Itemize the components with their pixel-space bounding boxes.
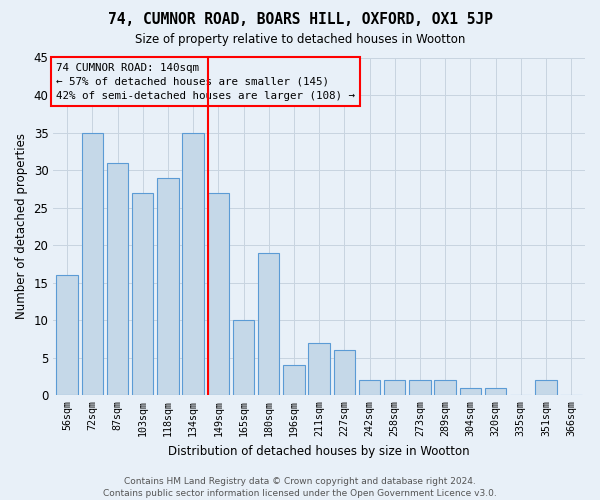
- Bar: [56, 275, 78, 396]
- Bar: [384, 380, 406, 396]
- Text: Size of property relative to detached houses in Wootton: Size of property relative to detached ho…: [135, 32, 465, 46]
- Bar: [157, 178, 179, 396]
- Bar: [409, 380, 431, 396]
- Bar: [283, 366, 305, 396]
- Bar: [535, 380, 557, 396]
- Text: 74, CUMNOR ROAD, BOARS HILL, OXFORD, OX1 5JP: 74, CUMNOR ROAD, BOARS HILL, OXFORD, OX1…: [107, 12, 493, 28]
- Bar: [434, 380, 456, 396]
- Bar: [82, 132, 103, 396]
- Text: 74 CUMNOR ROAD: 140sqm
← 57% of detached houses are smaller (145)
42% of semi-de: 74 CUMNOR ROAD: 140sqm ← 57% of detached…: [56, 62, 355, 100]
- Bar: [308, 343, 330, 396]
- Y-axis label: Number of detached properties: Number of detached properties: [15, 134, 28, 320]
- Bar: [233, 320, 254, 396]
- Bar: [359, 380, 380, 396]
- Bar: [485, 388, 506, 396]
- Bar: [107, 162, 128, 396]
- Bar: [182, 132, 204, 396]
- Bar: [258, 252, 280, 396]
- Text: Contains HM Land Registry data © Crown copyright and database right 2024.
Contai: Contains HM Land Registry data © Crown c…: [103, 476, 497, 498]
- Bar: [208, 192, 229, 396]
- Bar: [334, 350, 355, 396]
- X-axis label: Distribution of detached houses by size in Wootton: Distribution of detached houses by size …: [169, 444, 470, 458]
- Bar: [132, 192, 154, 396]
- Bar: [460, 388, 481, 396]
